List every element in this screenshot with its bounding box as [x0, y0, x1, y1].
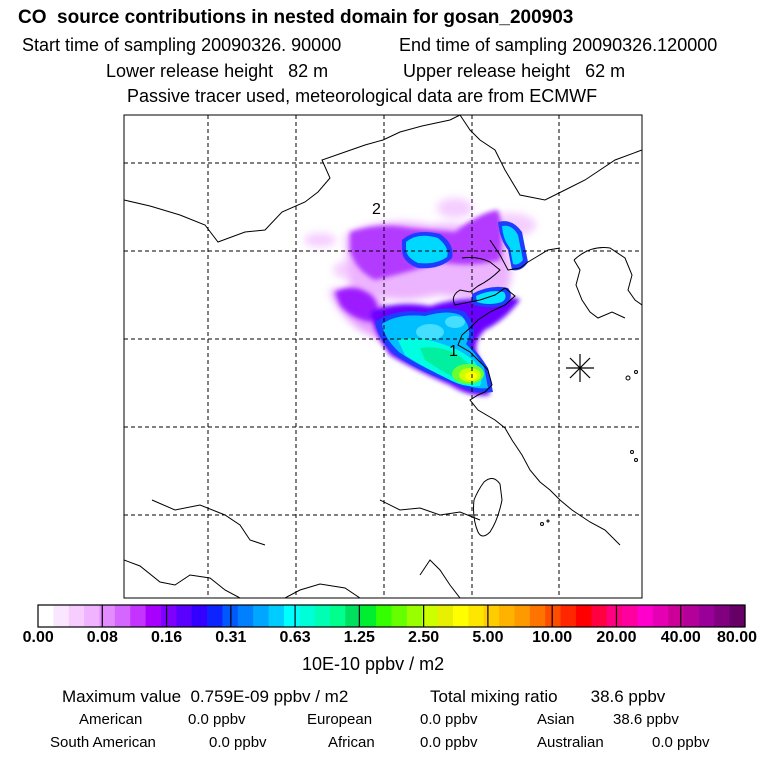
african-value: 0.0 ppbv [420, 734, 478, 751]
marker-1: 1 [449, 343, 458, 360]
colorbar-tick-label: 0.31 [215, 629, 247, 646]
receptor-star-icon [566, 354, 594, 382]
map-panel: 2 1 [123, 114, 643, 599]
colorbar-unit-label: 10E-10 ppbv / m2 [302, 654, 445, 674]
colorbar-tick-label: 1.25 [343, 629, 375, 646]
asian-value: 38.6 ppbv [613, 711, 679, 728]
colorbar-tick-label: 80.00 [716, 629, 758, 646]
max-value-label: Maximum value 0.759E-09 ppbv / m2 [62, 687, 349, 706]
american-label: American [79, 711, 143, 728]
colorbar-tick-label: 0.08 [86, 629, 118, 646]
colorbar-tick-label: 10.00 [532, 629, 573, 646]
south-american-value: 0.0 ppbv [209, 734, 267, 751]
australian-value: 0.0 ppbv [652, 734, 710, 751]
asian-label: Asian [537, 711, 575, 728]
tracer-note: Passive tracer used, meteorological data… [127, 86, 598, 106]
american-value: 0.0 ppbv [188, 711, 246, 728]
colorbar-tick-label: 20.00 [596, 629, 637, 646]
map-background [124, 115, 642, 598]
african-label: African [328, 734, 375, 751]
south-american-label: South American [50, 734, 156, 751]
european-value: 0.0 ppbv [420, 711, 478, 728]
total-mixing-ratio-label: Total mixing ratio 38.6 ppbv [430, 687, 666, 706]
colorbar-tick-label: 5.00 [472, 629, 504, 646]
colorbar-tick-label: 0.63 [279, 629, 311, 646]
european-label: European [307, 711, 373, 728]
colorbar-tick-label: 0.00 [22, 629, 54, 646]
colorbar-tick-label: 2.50 [408, 629, 440, 646]
start-time-label: Start time of sampling 20090326. 90000 [22, 35, 342, 55]
map-frame [123, 114, 643, 599]
plume-field [304, 198, 536, 396]
end-time-label: End time of sampling 20090326.120000 [399, 35, 718, 55]
map-title: CO source contributions in nested domain… [18, 7, 574, 28]
upper-release-height-label: Upper release height 62 m [403, 61, 626, 81]
colorbar-tick-label: 40.00 [660, 629, 701, 646]
lower-release-height-label: Lower release height 82 m [106, 61, 329, 81]
lat-lon-grid [124, 115, 642, 598]
colorbar-tick-label: 0.16 [150, 629, 183, 646]
australian-label: Australian [537, 734, 604, 751]
marker-2: 2 [372, 201, 381, 218]
